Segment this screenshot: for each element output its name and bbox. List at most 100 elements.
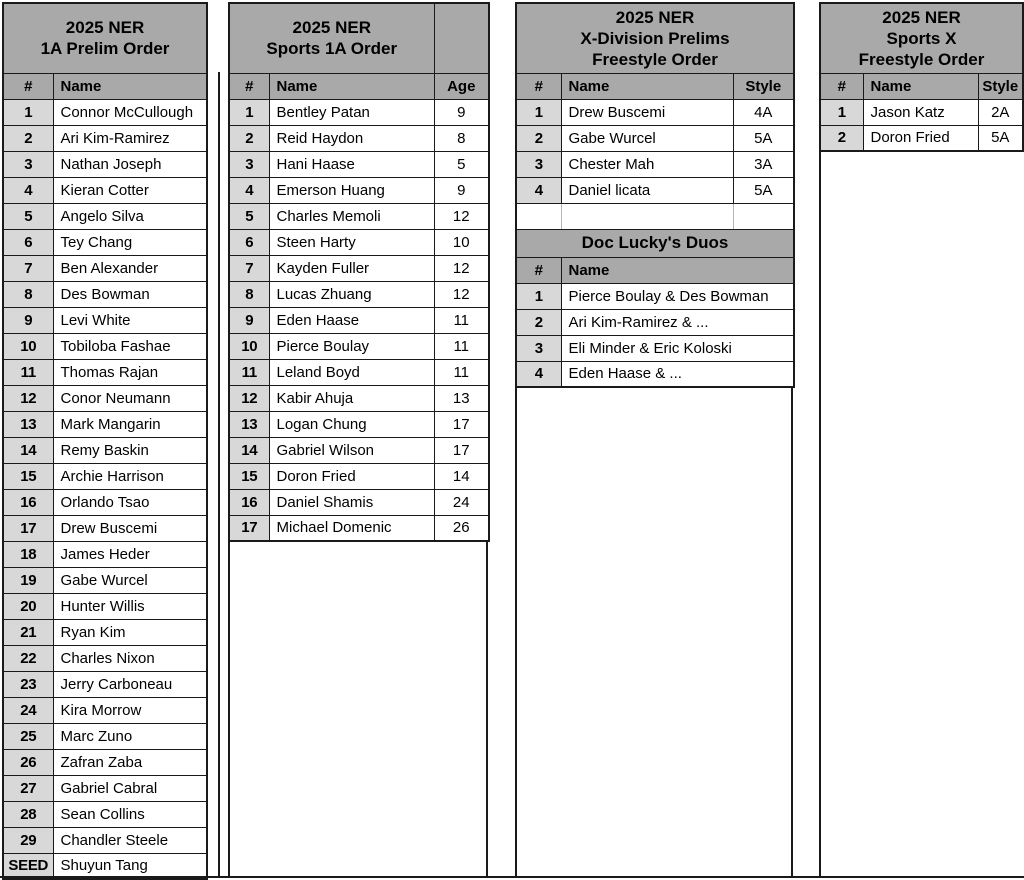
rank-cell: 16	[2, 488, 54, 516]
age-cell: 12	[433, 254, 490, 282]
name-cell: Nathan Joseph	[52, 150, 208, 178]
rank-cell: 14	[2, 436, 54, 464]
table-row: 18 James Heder	[2, 540, 208, 568]
rank-cell: 4	[2, 176, 54, 204]
title-line: 2025 NER	[292, 18, 371, 38]
table-title: 2025 NER X-Division Prelims Freestyle Or…	[515, 2, 795, 74]
rank-cell: 3	[2, 150, 54, 178]
name-cell: Orlando Tsao	[52, 488, 208, 516]
table-header-row: # Name Style	[819, 72, 1024, 100]
table-header-row: # Name Age	[228, 72, 490, 100]
rank-cell: 21	[2, 618, 54, 646]
table-row: 7 Ben Alexander	[2, 254, 208, 282]
name-cell: Kayden Fuller	[268, 254, 435, 282]
column-header-name: Name	[52, 72, 208, 100]
table-row: 3 Chester Mah 3A	[515, 150, 795, 178]
name-cell: Eden Haase & ...	[560, 360, 795, 388]
rank-cell: 10	[2, 332, 54, 360]
name-cell: Gabe Wurcel	[52, 566, 208, 594]
table-header-row: # Name	[515, 256, 795, 284]
table-row: 6 Steen Harty 10	[228, 228, 490, 256]
name-cell: Chester Mah	[560, 150, 734, 178]
name-cell: Eli Minder & Eric Koloski	[560, 334, 795, 362]
title-line: Sports X	[886, 28, 957, 48]
blank-spacer-row	[515, 202, 795, 230]
name-cell: Ben Alexander	[52, 254, 208, 282]
style-cell: 5A	[977, 124, 1024, 152]
name-cell: Pierce Boulay	[268, 332, 435, 360]
table-row: 15 Doron Fried 14	[228, 462, 490, 490]
table-row: 13 Mark Mangarin	[2, 410, 208, 438]
table-row: 14 Remy Baskin	[2, 436, 208, 464]
rank-cell: 5	[228, 202, 270, 230]
table-title: 2025 NER Sports 1A Order	[228, 2, 435, 74]
rank-cell: 13	[228, 410, 270, 438]
table-row: 4 Emerson Huang 9	[228, 176, 490, 204]
table-row: 4 Eden Haase & ...	[515, 360, 795, 388]
rank-cell: 1	[228, 98, 270, 126]
rank-cell: 22	[2, 644, 54, 672]
name-cell: Eden Haase	[268, 306, 435, 334]
table-header-row: # Name Style	[515, 72, 795, 100]
style-cell: 2A	[977, 98, 1024, 126]
name-cell: Doron Fried	[268, 462, 435, 490]
age-cell: 5	[433, 150, 490, 178]
table-row: SEED Shuyun Tang	[2, 852, 208, 880]
name-cell: Gabriel Wilson	[268, 436, 435, 464]
column-header-name: Name	[560, 256, 795, 284]
column-header-style: Style	[977, 72, 1024, 100]
table-row: 4 Kieran Cotter	[2, 176, 208, 204]
name-cell: Bentley Patan	[268, 98, 435, 126]
table-row: 2 Ari Kim-Ramirez	[2, 124, 208, 152]
age-cell: 17	[433, 410, 490, 438]
age-cell: 8	[433, 124, 490, 152]
name-cell: Lucas Zhuang	[268, 280, 435, 308]
name-cell: Hunter Willis	[52, 592, 208, 620]
rank-cell: 4	[515, 360, 562, 388]
rank-cell: 12	[2, 384, 54, 412]
table-title-row: 2025 NER 1A Prelim Order	[2, 2, 208, 74]
rank-cell: 10	[228, 332, 270, 360]
name-cell: Connor McCullough	[52, 98, 208, 126]
separator-line	[218, 72, 220, 876]
table-row: 1 Jason Katz 2A	[819, 98, 1024, 126]
rank-cell: 8	[228, 280, 270, 308]
rank-cell: 3	[515, 150, 562, 178]
rank-cell: 9	[2, 306, 54, 334]
age-cell: 9	[433, 176, 490, 204]
rank-cell: 13	[2, 410, 54, 438]
table-row: 15 Archie Harrison	[2, 462, 208, 490]
title-line: X-Division Prelims	[580, 28, 730, 48]
column-header-num: #	[515, 72, 562, 100]
name-cell: Tey Chang	[52, 228, 208, 256]
rank-cell: 11	[2, 358, 54, 386]
name-cell: Levi White	[52, 306, 208, 334]
table-row: 22 Charles Nixon	[2, 644, 208, 672]
age-cell: 11	[433, 358, 490, 386]
style-cell: 3A	[732, 150, 795, 178]
rank-cell: 7	[228, 254, 270, 282]
column-header-num: #	[819, 72, 864, 100]
table-row: 2 Doron Fried 5A	[819, 124, 1024, 152]
age-cell: 12	[433, 202, 490, 230]
rank-cell: 25	[2, 722, 54, 750]
rank-cell: 15	[2, 462, 54, 490]
name-cell: Sean Collins	[52, 800, 208, 828]
name-cell: James Heder	[52, 540, 208, 568]
table-row: 16 Orlando Tsao	[2, 488, 208, 516]
age-cell: 17	[433, 436, 490, 464]
column-frame-extension	[819, 145, 829, 876]
rank-cell: 17	[2, 514, 54, 542]
age-cell: 12	[433, 280, 490, 308]
rank-cell: 6	[228, 228, 270, 256]
name-cell: Michael Domenic	[268, 514, 435, 542]
column-header-num: #	[2, 72, 54, 100]
table-row: 21 Ryan Kim	[2, 618, 208, 646]
table-row: 2 Reid Haydon 8	[228, 124, 490, 152]
sports-1a-table: 2025 NER Sports 1A Order # Name Age 1 Be…	[228, 2, 490, 542]
name-cell: Ryan Kim	[52, 618, 208, 646]
column-frame-extension	[515, 380, 793, 876]
table-row: 11 Thomas Rajan	[2, 358, 208, 386]
rank-cell: 1	[515, 282, 562, 310]
column-header-name: Name	[560, 72, 734, 100]
